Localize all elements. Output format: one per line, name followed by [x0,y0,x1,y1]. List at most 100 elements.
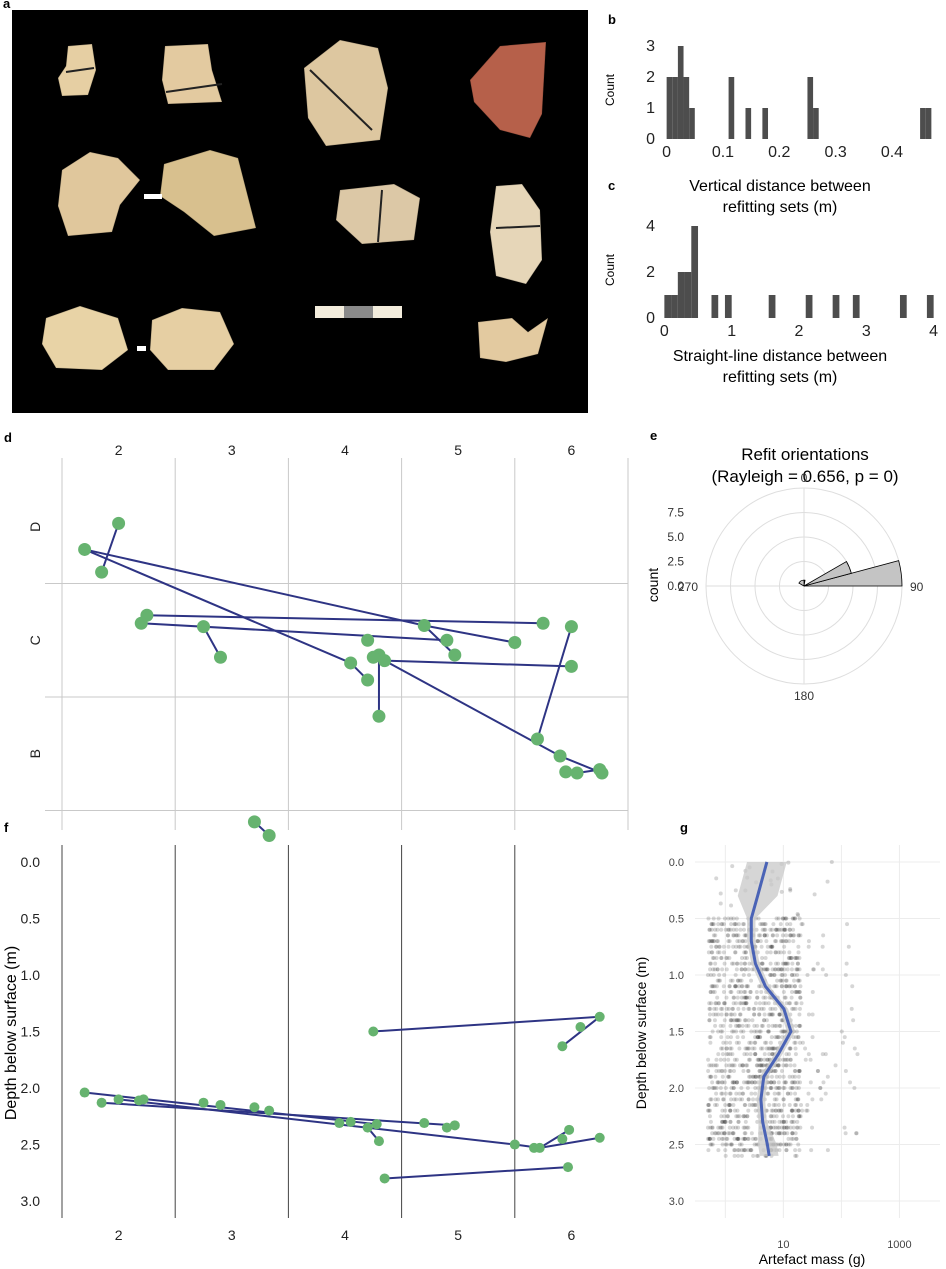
artefact-mass-point [769,1012,774,1017]
rose-radial-tick: 5.0 [667,530,684,544]
artefact-mass-point [780,1029,785,1034]
artefact-mass-point [707,927,712,932]
artefact-mass-point [729,1012,734,1017]
artefact-mass-point [746,1006,751,1011]
artefact-mass-point [783,1063,788,1068]
artefact-mass-point [708,1006,713,1011]
artefact-mass-point [706,1148,711,1153]
artefact-point [215,1099,226,1110]
artefact-point [138,1094,149,1105]
artefact-mass-point [716,1136,721,1141]
artefact-mass-point [843,1069,848,1074]
refit-line [384,1166,569,1180]
x-tick-label: 4 [341,442,349,458]
artefact-mass-point [777,1086,782,1091]
artefact-mass-point [710,1029,715,1034]
artefact-mass-point [772,1046,777,1051]
artefact-mass-point [708,1136,713,1141]
artefact-mass-point [737,984,742,989]
artefact-mass-point [707,1136,712,1141]
artefact-mass-point [777,1119,782,1124]
panel-label-a: a [3,0,11,11]
artefact-mass-point [789,989,794,994]
artefact-mass-point [731,1102,736,1107]
artefact-mass-point [781,1119,786,1124]
y-tick-label: 0.5 [669,913,684,925]
artefact-mass-point [743,933,748,938]
artefact-mass-point [732,1057,737,1062]
artefact-mass-point [854,1131,859,1136]
artefact-mass-point [778,939,783,944]
artefact-mass-point [797,989,802,994]
artefact-mass-point [788,1142,793,1147]
artefact-mass-point [846,944,851,949]
artefact-mass-point [734,1018,739,1023]
artefact-mass-point [780,916,785,921]
artefact-mass-point [736,1119,741,1124]
artefact-mass-point [721,1119,726,1124]
artefact-mass-point [793,1148,798,1153]
artefact-mass-point [714,1001,719,1006]
artefact-mass-point [779,889,784,894]
artefact-mass-point [706,1136,711,1141]
artefact-mass-point [790,1131,795,1136]
artefact-mass-point [795,972,800,977]
artefact-mass-point [719,1131,724,1136]
artefact-mass-point [791,927,796,932]
artefact-mass-point [747,1006,752,1011]
artefact-mass-point [793,1006,798,1011]
artefact-mass-point [711,1012,716,1017]
artefact-mass-point [756,1035,761,1040]
artefact-mass-point [798,995,803,1000]
artefact-mass-point [756,933,761,938]
artefact-mass-point [810,1125,815,1130]
histogram-bar [762,108,769,139]
artefact-mass-point [772,967,777,972]
artefact-mass-point [790,972,795,977]
artefact-mass-point [773,961,778,966]
artefact-mass-point [766,1023,771,1028]
artefact-mass-point [784,1148,789,1153]
artefact-mass-point [749,1131,754,1136]
artefact-point [361,633,375,647]
artefact-mass-point [740,1063,745,1068]
artefact-mass-point [823,1052,828,1057]
artefact-mass-point [728,1052,733,1057]
artefact-mass-point [774,1074,779,1079]
artefact-mass-point [732,1153,737,1158]
artefact-mass-point [746,1108,751,1113]
artefact-mass-point [723,1119,728,1124]
artefact-mass-point [710,922,715,927]
refit-line [84,548,425,627]
rose-angle-label: 270 [678,580,698,594]
artefact-mass-point [743,995,748,1000]
artefact-mass-point [716,1001,721,1006]
artefact-mass-point [719,1091,724,1096]
artefact-mass-point [708,961,713,966]
artefact-mass-point [752,1023,757,1028]
artefact-mass-point [768,944,773,949]
artefact-mass-point [769,1114,774,1119]
artefact-mass-point [851,1018,856,1023]
artefact-mass-point [784,1125,789,1130]
artefact-mass-point [715,995,720,1000]
artefact-mass-point [770,944,775,949]
artefact-mass-point [723,1001,728,1006]
artefact-mass-point [753,1108,758,1113]
artefact-mass-point [772,1097,777,1102]
artefact-mass-point [712,1018,717,1023]
artefact-mass-point [728,1069,733,1074]
artefact-mass-point [788,1057,793,1062]
artefact-mass-point [742,1136,747,1141]
section-view-grid [61,845,516,1218]
artefact-mass-point [754,927,759,932]
panel-c-histogram: 0 1 2 3 4 0 2 4 Count Straight-line distance be… [603,218,938,386]
artefact-mass-point [747,995,752,1000]
artefact-mass-point [763,967,768,972]
artefact-mass-point [710,939,715,944]
x-tick-label: 6 [568,1227,576,1243]
artefact-mass-point [784,1052,789,1057]
artefact-mass-point [787,984,792,989]
artefact-mass-point [728,1023,733,1028]
artefact-mass-point [739,956,744,961]
